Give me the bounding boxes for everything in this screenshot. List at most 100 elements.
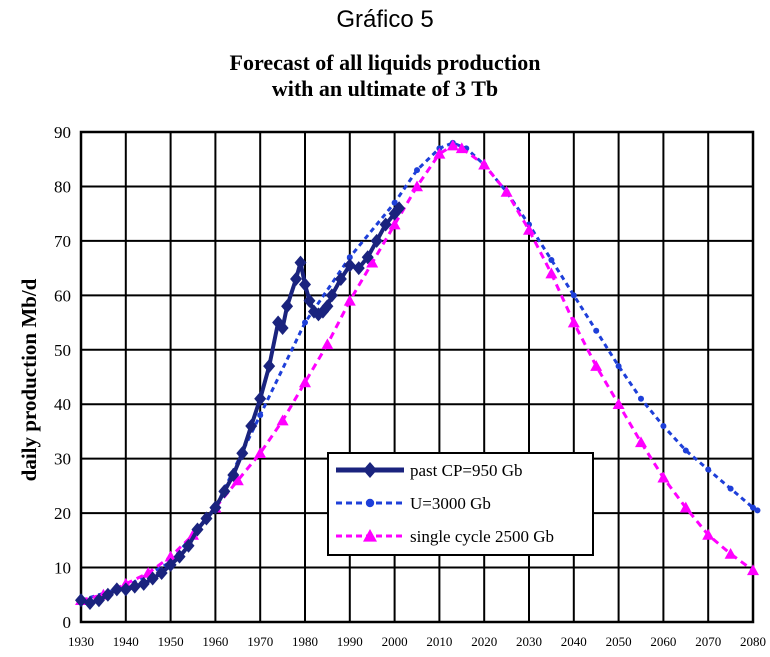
data-point-marker <box>446 139 459 151</box>
data-point-marker <box>363 462 377 478</box>
data-point-marker <box>379 217 392 232</box>
y-tick-label: 80 <box>54 177 71 196</box>
data-point-marker <box>325 288 338 303</box>
data-point-marker <box>257 412 264 419</box>
data-point-marker <box>523 224 535 235</box>
data-point-marker <box>393 201 406 216</box>
data-point-marker <box>245 419 258 433</box>
x-tick-label: 2040 <box>561 634 587 649</box>
x-tick-label: 2080 <box>740 634 766 649</box>
legend-label: past CP=950 Gb <box>410 461 523 480</box>
data-point-marker <box>433 147 446 159</box>
y-tick-label: 10 <box>54 559 71 578</box>
x-tick-label: 2060 <box>650 634 676 649</box>
data-point-marker <box>455 142 468 154</box>
data-point-marker <box>590 360 603 371</box>
data-point-marker <box>276 321 289 335</box>
data-point-marker <box>638 395 644 402</box>
data-point-marker <box>321 299 334 314</box>
data-point-marker <box>754 507 761 514</box>
x-tick-label: 2010 <box>426 634 452 649</box>
data-point-marker <box>346 254 353 261</box>
data-point-marker <box>635 436 647 448</box>
data-point-marker <box>128 579 141 594</box>
chart-legend: past CP=950 Gb U=3000 Gb single cycle 2500… <box>327 452 594 556</box>
x-tick-label: 2070 <box>695 634 721 649</box>
data-point-marker <box>363 529 377 542</box>
data-point-marker <box>727 485 734 492</box>
data-point-marker <box>724 547 737 559</box>
data-point-marker <box>334 272 347 286</box>
data-point-marker <box>299 277 311 292</box>
data-point-marker <box>370 233 383 248</box>
x-tick-label: 1950 <box>158 634 184 649</box>
y-tick-label: 90 <box>54 123 71 142</box>
plot-frame <box>79 130 755 624</box>
series-0 <box>75 201 406 610</box>
data-point-marker <box>92 593 105 608</box>
legend-label: U=3000 Gb <box>410 494 491 513</box>
data-point-marker <box>302 319 308 326</box>
series-line <box>80 141 759 602</box>
x-tick-label: 2050 <box>606 634 632 649</box>
data-point-marker <box>299 376 311 388</box>
x-tick-label: 2020 <box>471 634 497 649</box>
data-point-marker <box>164 550 177 562</box>
data-point-marker <box>155 566 168 580</box>
data-point-marker <box>263 359 276 374</box>
data-point-marker <box>750 504 756 511</box>
data-point-marker <box>227 468 240 482</box>
data-point-marker <box>705 466 712 473</box>
figure-caption: Gráfico 5 <box>336 6 434 33</box>
data-point-marker <box>500 185 513 197</box>
x-tick-label: 1930 <box>68 634 94 649</box>
data-point-marker <box>391 199 398 206</box>
x-tick-label: 2000 <box>382 634 408 649</box>
data-point-marker <box>361 250 374 265</box>
data-point-marker <box>83 595 96 610</box>
data-point-marker <box>567 316 580 328</box>
data-point-marker <box>657 471 670 483</box>
data-point-marker <box>254 391 267 406</box>
data-point-marker <box>290 272 303 286</box>
data-point-marker <box>218 484 231 499</box>
data-point-marker <box>366 256 379 268</box>
data-point-marker <box>191 522 204 537</box>
chart-series <box>75 139 761 610</box>
data-point-marker <box>365 498 375 508</box>
x-tick-label: 1940 <box>113 634 139 649</box>
data-point-marker <box>682 447 689 454</box>
data-point-marker <box>478 158 491 170</box>
data-point-marker <box>75 593 87 608</box>
data-point-marker <box>254 447 267 459</box>
data-point-marker <box>411 180 423 192</box>
data-point-marker <box>303 293 316 308</box>
y-tick-label: 20 <box>54 504 71 523</box>
data-point-marker <box>231 474 244 486</box>
data-point-marker <box>101 587 114 602</box>
data-point-marker <box>343 294 356 306</box>
data-point-marker <box>119 582 132 597</box>
data-point-marker <box>164 557 177 572</box>
data-point-marker <box>388 218 401 230</box>
y-tick-label: 30 <box>54 450 71 469</box>
data-point-marker <box>200 511 213 526</box>
data-point-marker <box>173 549 186 564</box>
legend-item: U=3000 Gb <box>336 494 491 513</box>
data-point-marker <box>593 327 600 334</box>
x-tick-label: 2030 <box>516 634 542 649</box>
data-point-marker <box>660 423 667 429</box>
data-point-marker <box>281 299 294 314</box>
data-point-marker <box>612 398 625 410</box>
x-tick-label: 1990 <box>337 634 363 649</box>
x-tick-label: 1980 <box>292 634 318 649</box>
data-point-marker <box>294 255 307 270</box>
x-tick-label: 1960 <box>202 634 228 649</box>
data-point-marker <box>110 582 123 597</box>
data-point-marker <box>343 258 356 273</box>
data-point-marker <box>236 446 249 461</box>
legend-item: past CP=950 Gb <box>336 461 523 480</box>
y-tick-label: 0 <box>63 613 72 632</box>
data-point-marker <box>321 338 334 350</box>
